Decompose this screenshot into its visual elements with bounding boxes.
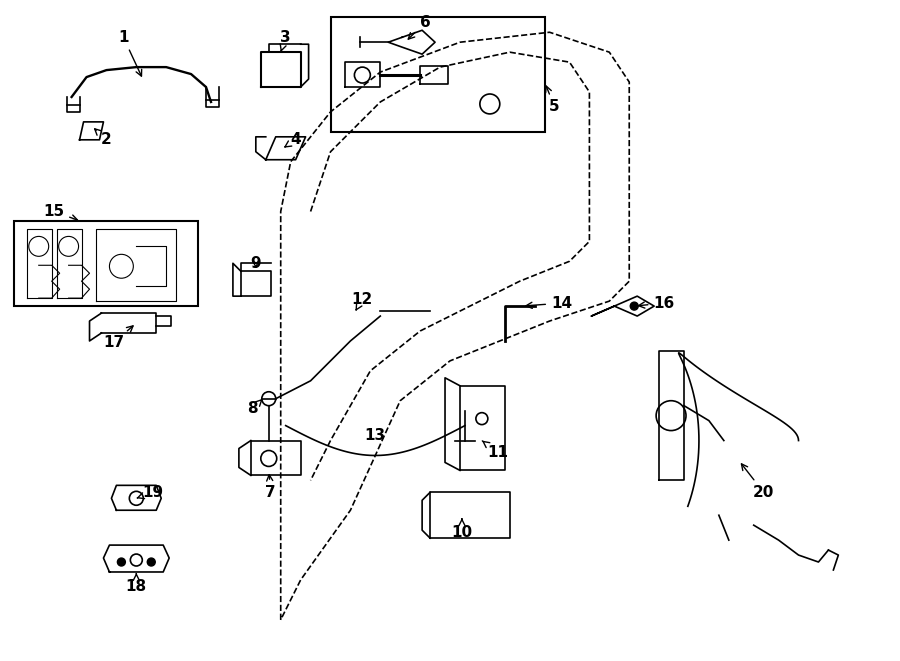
Text: 3: 3	[280, 30, 291, 51]
Circle shape	[148, 558, 155, 566]
Circle shape	[117, 558, 125, 566]
Text: 17: 17	[103, 326, 133, 350]
Text: 6: 6	[409, 15, 430, 39]
Text: 4: 4	[284, 132, 301, 147]
Text: 12: 12	[352, 292, 373, 310]
Circle shape	[630, 302, 638, 310]
Text: 15: 15	[43, 204, 77, 221]
Bar	[330, 17, 544, 132]
Text: 9: 9	[250, 256, 261, 271]
Text: 18: 18	[126, 574, 147, 594]
Text: 11: 11	[482, 441, 508, 460]
Text: 5: 5	[545, 86, 560, 114]
Text: 16: 16	[638, 295, 675, 311]
Text: 7: 7	[266, 475, 276, 500]
Text: 20: 20	[742, 464, 774, 500]
Text: 19: 19	[137, 485, 164, 500]
Text: 8: 8	[248, 400, 262, 416]
Text: 13: 13	[364, 428, 386, 443]
Text: 1: 1	[118, 30, 141, 76]
Text: 2: 2	[94, 129, 112, 147]
Bar	[14, 221, 198, 306]
Text: 14: 14	[526, 295, 572, 311]
Text: 10: 10	[452, 519, 472, 539]
